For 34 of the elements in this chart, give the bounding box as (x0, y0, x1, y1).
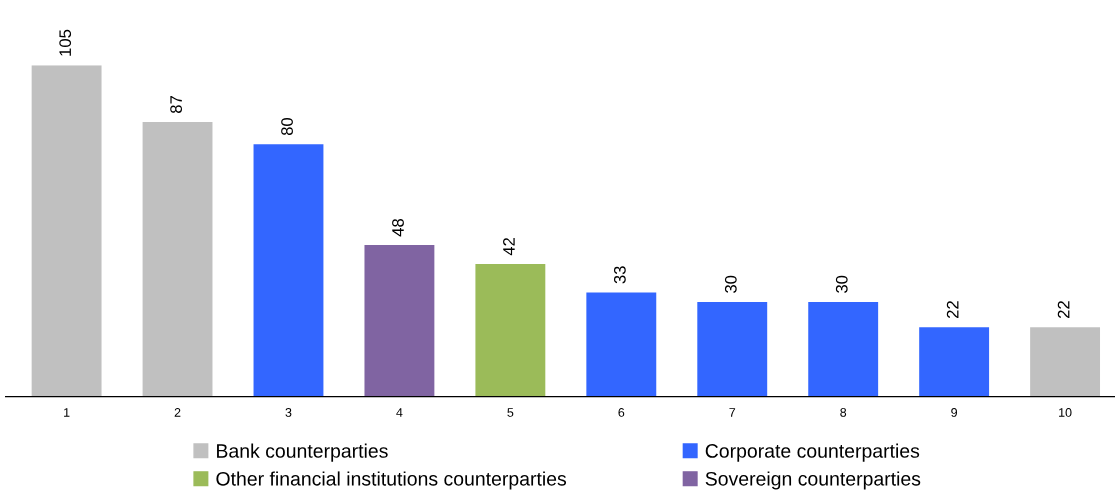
legend-label: Corporate counterparties (705, 443, 920, 462)
data-label: 87 (170, 96, 183, 113)
data-label: 33 (613, 266, 626, 284)
data-label: 48 (392, 218, 404, 237)
bar (31, 65, 102, 397)
bar (364, 245, 435, 397)
bar (808, 301, 879, 397)
legend-label: Bank counterparties (217, 443, 388, 462)
bar (1030, 327, 1101, 397)
x-tick-label: 5 (507, 408, 514, 417)
bar (142, 122, 213, 397)
bar (919, 327, 990, 397)
x-tick-label: 3 (285, 408, 292, 417)
data-label: 42 (503, 238, 515, 256)
data-label: 80 (281, 117, 293, 136)
x-tick-label: 6 (618, 408, 625, 417)
x-tick-label: 1 (64, 408, 70, 417)
x-tick-label: 10 (1059, 408, 1072, 417)
bar (586, 292, 657, 397)
x-tick-label: 2 (174, 408, 181, 417)
x-tick-label: 7 (729, 408, 736, 417)
legend-label: Sovereign counterparties (705, 471, 921, 490)
legend-label: Other financial institutions counterparties (216, 471, 567, 490)
data-label: 30 (724, 275, 737, 293)
x-tick-label: 4 (396, 408, 403, 417)
data-label: 22 (1057, 301, 1070, 318)
bar (253, 144, 324, 397)
data-label: 30 (835, 275, 848, 293)
x-tick-label: 9 (951, 408, 958, 417)
data-label: 105 (59, 29, 72, 56)
x-tick-label: 8 (840, 408, 847, 417)
data-label: 22 (946, 301, 959, 318)
bar (697, 301, 768, 397)
bar (475, 264, 546, 397)
